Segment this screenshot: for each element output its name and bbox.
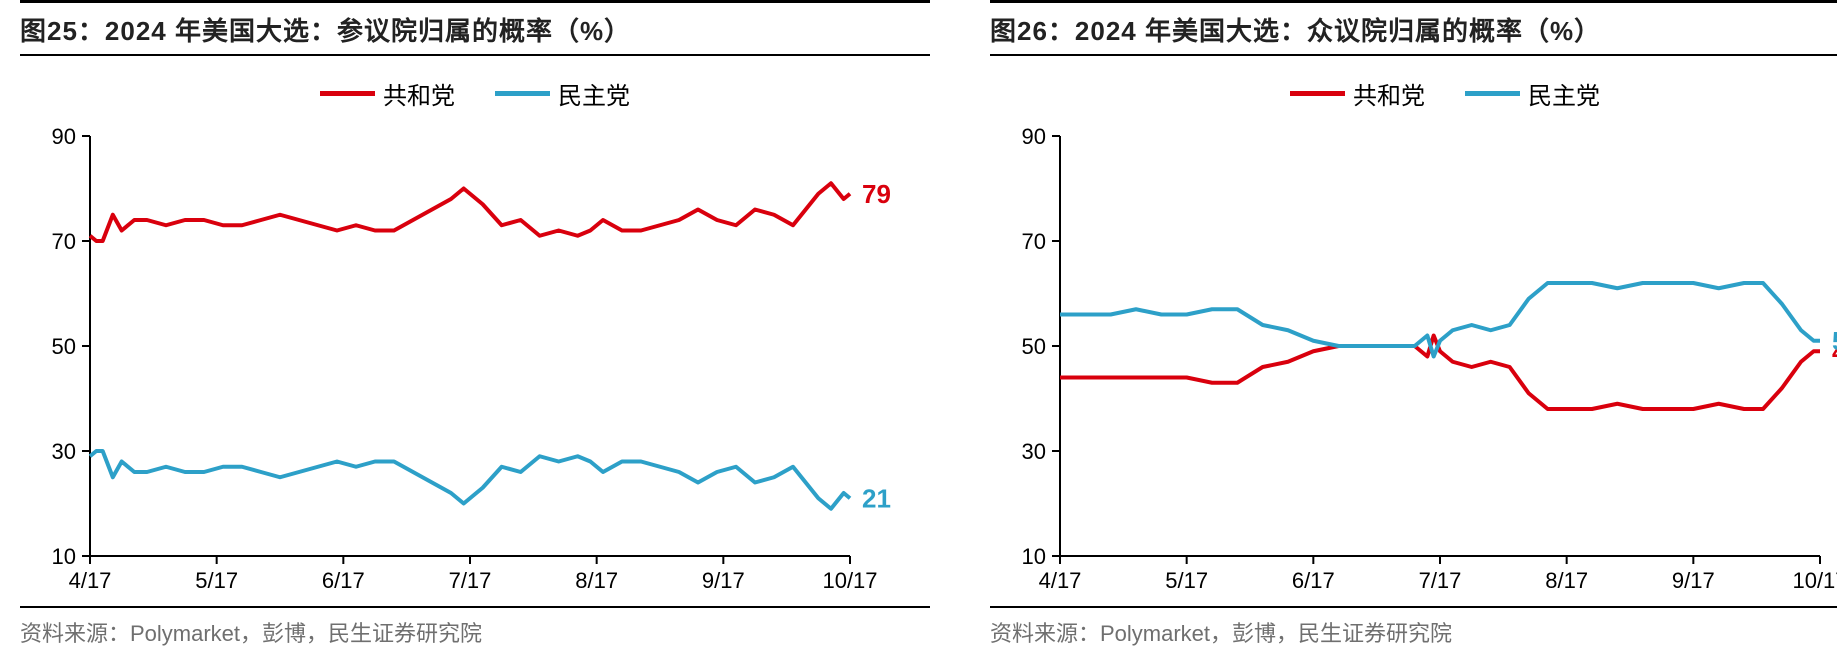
chart-title: 图25：2024 年美国大选：参议院归属的概率（%）: [20, 11, 930, 48]
legend-swatch-republican: [320, 91, 375, 96]
svg-text:5/17: 5/17: [1165, 568, 1208, 593]
svg-text:70: 70: [52, 229, 76, 254]
legend-label: 共和党: [383, 76, 455, 111]
legend-swatch-democrat: [1465, 91, 1520, 96]
legend-item-democrat: 民主党: [1465, 76, 1600, 111]
legend: 共和党 民主党: [1290, 76, 1600, 111]
page-root: 图25：2024 年美国大选：参议院归属的概率（%） 共和党 民主党 10 30 5…: [0, 0, 1837, 642]
svg-text:5/17: 5/17: [195, 568, 238, 593]
line-chart-senate: 10 30 50 70 90 4/17 5/17 6/17 7/17 8/17 9/17 10/17 7…: [20, 86, 930, 606]
svg-text:70: 70: [1022, 229, 1046, 254]
legend-item-democrat: 民主党: [495, 76, 630, 111]
series-line-democrat: [90, 451, 850, 509]
legend-item-republican: 共和党: [320, 76, 455, 111]
chart-wrap-senate: 共和党 民主党 10 30 50 70 90 4/17 5/17 6/17 7/17 8/17 9/…: [20, 76, 930, 606]
end-label-republican: 79: [862, 179, 891, 209]
legend: 共和党 民主党: [320, 76, 630, 111]
legend-swatch-democrat: [495, 91, 550, 96]
svg-text:10/17: 10/17: [1792, 568, 1837, 593]
svg-text:10: 10: [52, 544, 76, 569]
legend-label: 民主党: [558, 76, 630, 111]
svg-text:8/17: 8/17: [1545, 568, 1588, 593]
svg-text:6/17: 6/17: [322, 568, 365, 593]
svg-text:4/17: 4/17: [69, 568, 112, 593]
svg-text:9/17: 9/17: [1672, 568, 1715, 593]
svg-text:50: 50: [52, 334, 76, 359]
end-label-democrat: 21: [862, 483, 891, 513]
svg-text:30: 30: [1022, 439, 1046, 464]
series-line-republican: [90, 183, 850, 241]
line-chart-house: 10305070904/175/176/177/178/179/1710/174…: [990, 86, 1837, 606]
legend-swatch-republican: [1290, 91, 1345, 96]
svg-text:10/17: 10/17: [822, 568, 877, 593]
panel-senate: 图25：2024 年美国大选：参议院归属的概率（%） 共和党 民主党 10 30 5…: [20, 0, 930, 642]
end-label-democrat: 51: [1832, 326, 1837, 356]
legend-label: 共和党: [1353, 76, 1425, 111]
svg-text:6/17: 6/17: [1292, 568, 1335, 593]
series-line-republican: [1060, 336, 1820, 410]
panel-house: 图26：2024 年美国大选：众议院归属的概率（%） 共和党 民主党 10 30 5…: [990, 0, 1837, 642]
svg-text:8/17: 8/17: [575, 568, 618, 593]
svg-text:50: 50: [1022, 334, 1046, 359]
chart-wrap-house: 共和党 民主党 10 30 50 70 90 4/17 5/17 6/17 7/17 8/17 9/…: [990, 76, 1837, 606]
chart-title: 图26：2024 年美国大选：众议院归属的概率（%）: [990, 11, 1837, 48]
svg-text:7/17: 7/17: [449, 568, 492, 593]
svg-text:30: 30: [52, 439, 76, 464]
title-bar: 图26：2024 年美国大选：众议院归属的概率（%）: [990, 0, 1837, 56]
svg-text:9/17: 9/17: [702, 568, 745, 593]
series-line-democrat: [1060, 283, 1820, 357]
legend-label: 民主党: [1528, 76, 1600, 111]
svg-text:7/17: 7/17: [1419, 568, 1462, 593]
svg-text:10: 10: [1022, 544, 1046, 569]
svg-text:90: 90: [1022, 124, 1046, 149]
title-bar: 图25：2024 年美国大选：参议院归属的概率（%）: [20, 0, 930, 56]
legend-item-republican: 共和党: [1290, 76, 1425, 111]
svg-text:4/17: 4/17: [1039, 568, 1082, 593]
svg-text:90: 90: [52, 124, 76, 149]
